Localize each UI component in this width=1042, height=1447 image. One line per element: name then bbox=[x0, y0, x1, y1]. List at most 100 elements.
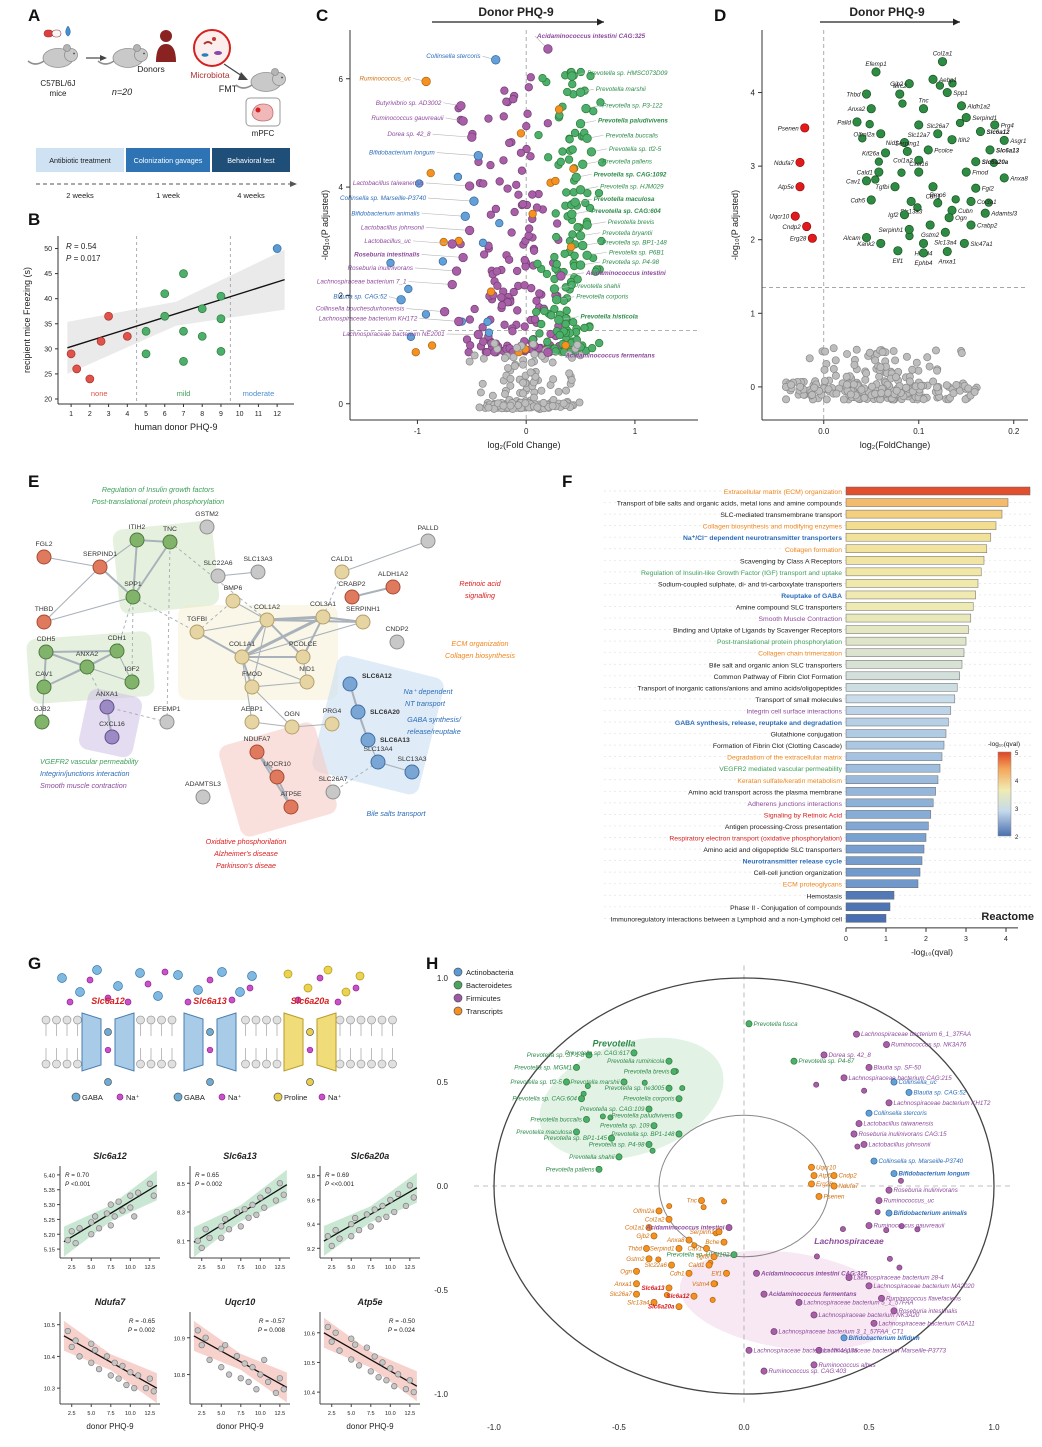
panel-label-b: B bbox=[28, 210, 41, 229]
labeled-point bbox=[575, 185, 586, 195]
expression-point bbox=[245, 1378, 252, 1386]
unit-circle bbox=[493, 977, 995, 1395]
pathway-label: Formation of Fibrin Clot (Clotting Casca… bbox=[713, 743, 842, 750]
legend-tick: 2 bbox=[1015, 835, 1019, 841]
data-point bbox=[508, 327, 517, 336]
gene-label: Prg4 bbox=[1001, 122, 1015, 129]
gene-node-label: CRABP2 bbox=[338, 581, 365, 588]
data-point bbox=[570, 128, 580, 138]
tick-label: 12 bbox=[273, 411, 281, 418]
labeled-point bbox=[567, 71, 577, 81]
pathway-label: Amino acid and oligopeptide SLC transpor… bbox=[703, 847, 842, 854]
pathway-bar bbox=[845, 602, 974, 611]
medication-icons bbox=[43, 25, 71, 38]
expression-point bbox=[134, 1372, 142, 1379]
data-point bbox=[874, 1209, 881, 1215]
taxon-point bbox=[633, 1280, 640, 1288]
data-point bbox=[518, 199, 528, 209]
tick-label: 8.1 bbox=[177, 1239, 185, 1245]
tick-label: 0.5 bbox=[863, 1423, 875, 1432]
data-point bbox=[564, 155, 574, 164]
gene-label: Fgl2 bbox=[982, 186, 995, 193]
data-point bbox=[876, 363, 885, 372]
data-point bbox=[516, 148, 526, 158]
data-point bbox=[933, 383, 942, 392]
data-point bbox=[554, 105, 564, 114]
labeled-point bbox=[456, 101, 466, 111]
gaba-molecule bbox=[57, 973, 67, 983]
mini-plot-title: Slc6a12 bbox=[93, 1151, 127, 1161]
tick-label: 35 bbox=[44, 321, 52, 328]
pathway-label: Binding and Uptake of Ligands by Scaveng… bbox=[673, 628, 842, 635]
taxon-label: Prevotella sp. BP1-145 bbox=[544, 1135, 608, 1142]
data-point bbox=[576, 351, 585, 360]
line bbox=[43, 556, 101, 568]
transporter-channel bbox=[283, 1012, 304, 1072]
gene-point bbox=[918, 248, 929, 258]
timeline-box bbox=[126, 148, 210, 172]
species-label: Collinsella stercoris bbox=[426, 53, 481, 60]
gene-node-label: SLC6A20 bbox=[370, 709, 400, 716]
timeline-box bbox=[36, 148, 124, 172]
species-label: Prevotella marshii bbox=[596, 86, 647, 93]
taxon-point bbox=[630, 1049, 638, 1057]
data-point bbox=[573, 275, 582, 284]
gene-label: Slc47a1 bbox=[970, 241, 992, 248]
gene-node-label: IGF2 bbox=[124, 666, 139, 673]
expression-point bbox=[264, 1187, 272, 1194]
taxon-label: Tgfbi bbox=[696, 1254, 710, 1261]
line bbox=[421, 212, 466, 217]
gaba-molecule bbox=[135, 968, 145, 978]
data-point bbox=[519, 389, 527, 398]
taxon-point bbox=[650, 1232, 658, 1240]
expression-point bbox=[348, 1233, 355, 1240]
gene-node bbox=[350, 704, 366, 720]
gene-node bbox=[234, 649, 250, 665]
pathway-bar bbox=[845, 706, 952, 715]
x-axis-label: human donor PHQ-9 bbox=[134, 422, 217, 432]
labeled-point bbox=[575, 260, 586, 270]
tick-label: 20 bbox=[44, 396, 52, 403]
gene-point bbox=[966, 220, 976, 230]
cluster-region bbox=[539, 1037, 724, 1160]
data-point bbox=[984, 198, 993, 207]
cargo-label: Na⁺ bbox=[126, 1093, 140, 1102]
tick-label: 6 bbox=[339, 75, 344, 84]
cluster-annotation: Oxidative phosphorilation bbox=[206, 837, 287, 846]
expression-point bbox=[402, 1386, 410, 1393]
tick-label: 5.0 bbox=[217, 1265, 225, 1271]
gene-node bbox=[210, 568, 226, 584]
tick-label: 10.3 bbox=[44, 1387, 55, 1393]
panel-label-f: F bbox=[562, 472, 573, 491]
species-label: Prevotella sp. tf2-5 bbox=[609, 146, 662, 153]
tick-label: 0 bbox=[844, 936, 848, 943]
data-point bbox=[510, 362, 519, 371]
taxon-point bbox=[850, 1130, 858, 1138]
panel-e: GSTM2 ITIH2 TNC PALLD FGL2 SERPIND1 SLC22A6 SLC… bbox=[26, 485, 515, 870]
taxon-label: Lachnospiraceae bacterium C6A11 bbox=[879, 1320, 975, 1327]
data-point bbox=[889, 347, 898, 356]
tick-label: 5.0 bbox=[347, 1411, 355, 1417]
pathway-bar bbox=[845, 833, 927, 842]
gene-label: Slc12a7 bbox=[908, 132, 931, 139]
data-point bbox=[537, 386, 546, 395]
expression-point bbox=[394, 1190, 402, 1197]
data-point bbox=[499, 112, 508, 121]
tick-label: 10.0 bbox=[255, 1411, 266, 1417]
tick-label: 8.3 bbox=[177, 1211, 185, 1217]
taxon-point bbox=[650, 1299, 658, 1306]
panel-g: Slc6a12 GABA Na⁺ Slc6a13 GABA Na⁺ Slc6a20a Prol… bbox=[41, 965, 420, 1431]
taxon-point bbox=[675, 1095, 683, 1103]
data-point bbox=[908, 365, 917, 374]
expression-point bbox=[352, 1341, 359, 1348]
cluster-annotation: VGEFR2 vascular permeability bbox=[40, 757, 139, 766]
data-point bbox=[500, 320, 509, 329]
gene-node-label: UQCR10 bbox=[263, 761, 291, 768]
data-point bbox=[886, 1255, 893, 1262]
pathway-bar bbox=[845, 867, 921, 877]
expression-point bbox=[363, 1344, 371, 1351]
gene-node-label: PRG4 bbox=[323, 708, 342, 715]
data-point bbox=[475, 403, 484, 412]
expression-point bbox=[264, 1378, 272, 1386]
data-point bbox=[540, 306, 549, 316]
